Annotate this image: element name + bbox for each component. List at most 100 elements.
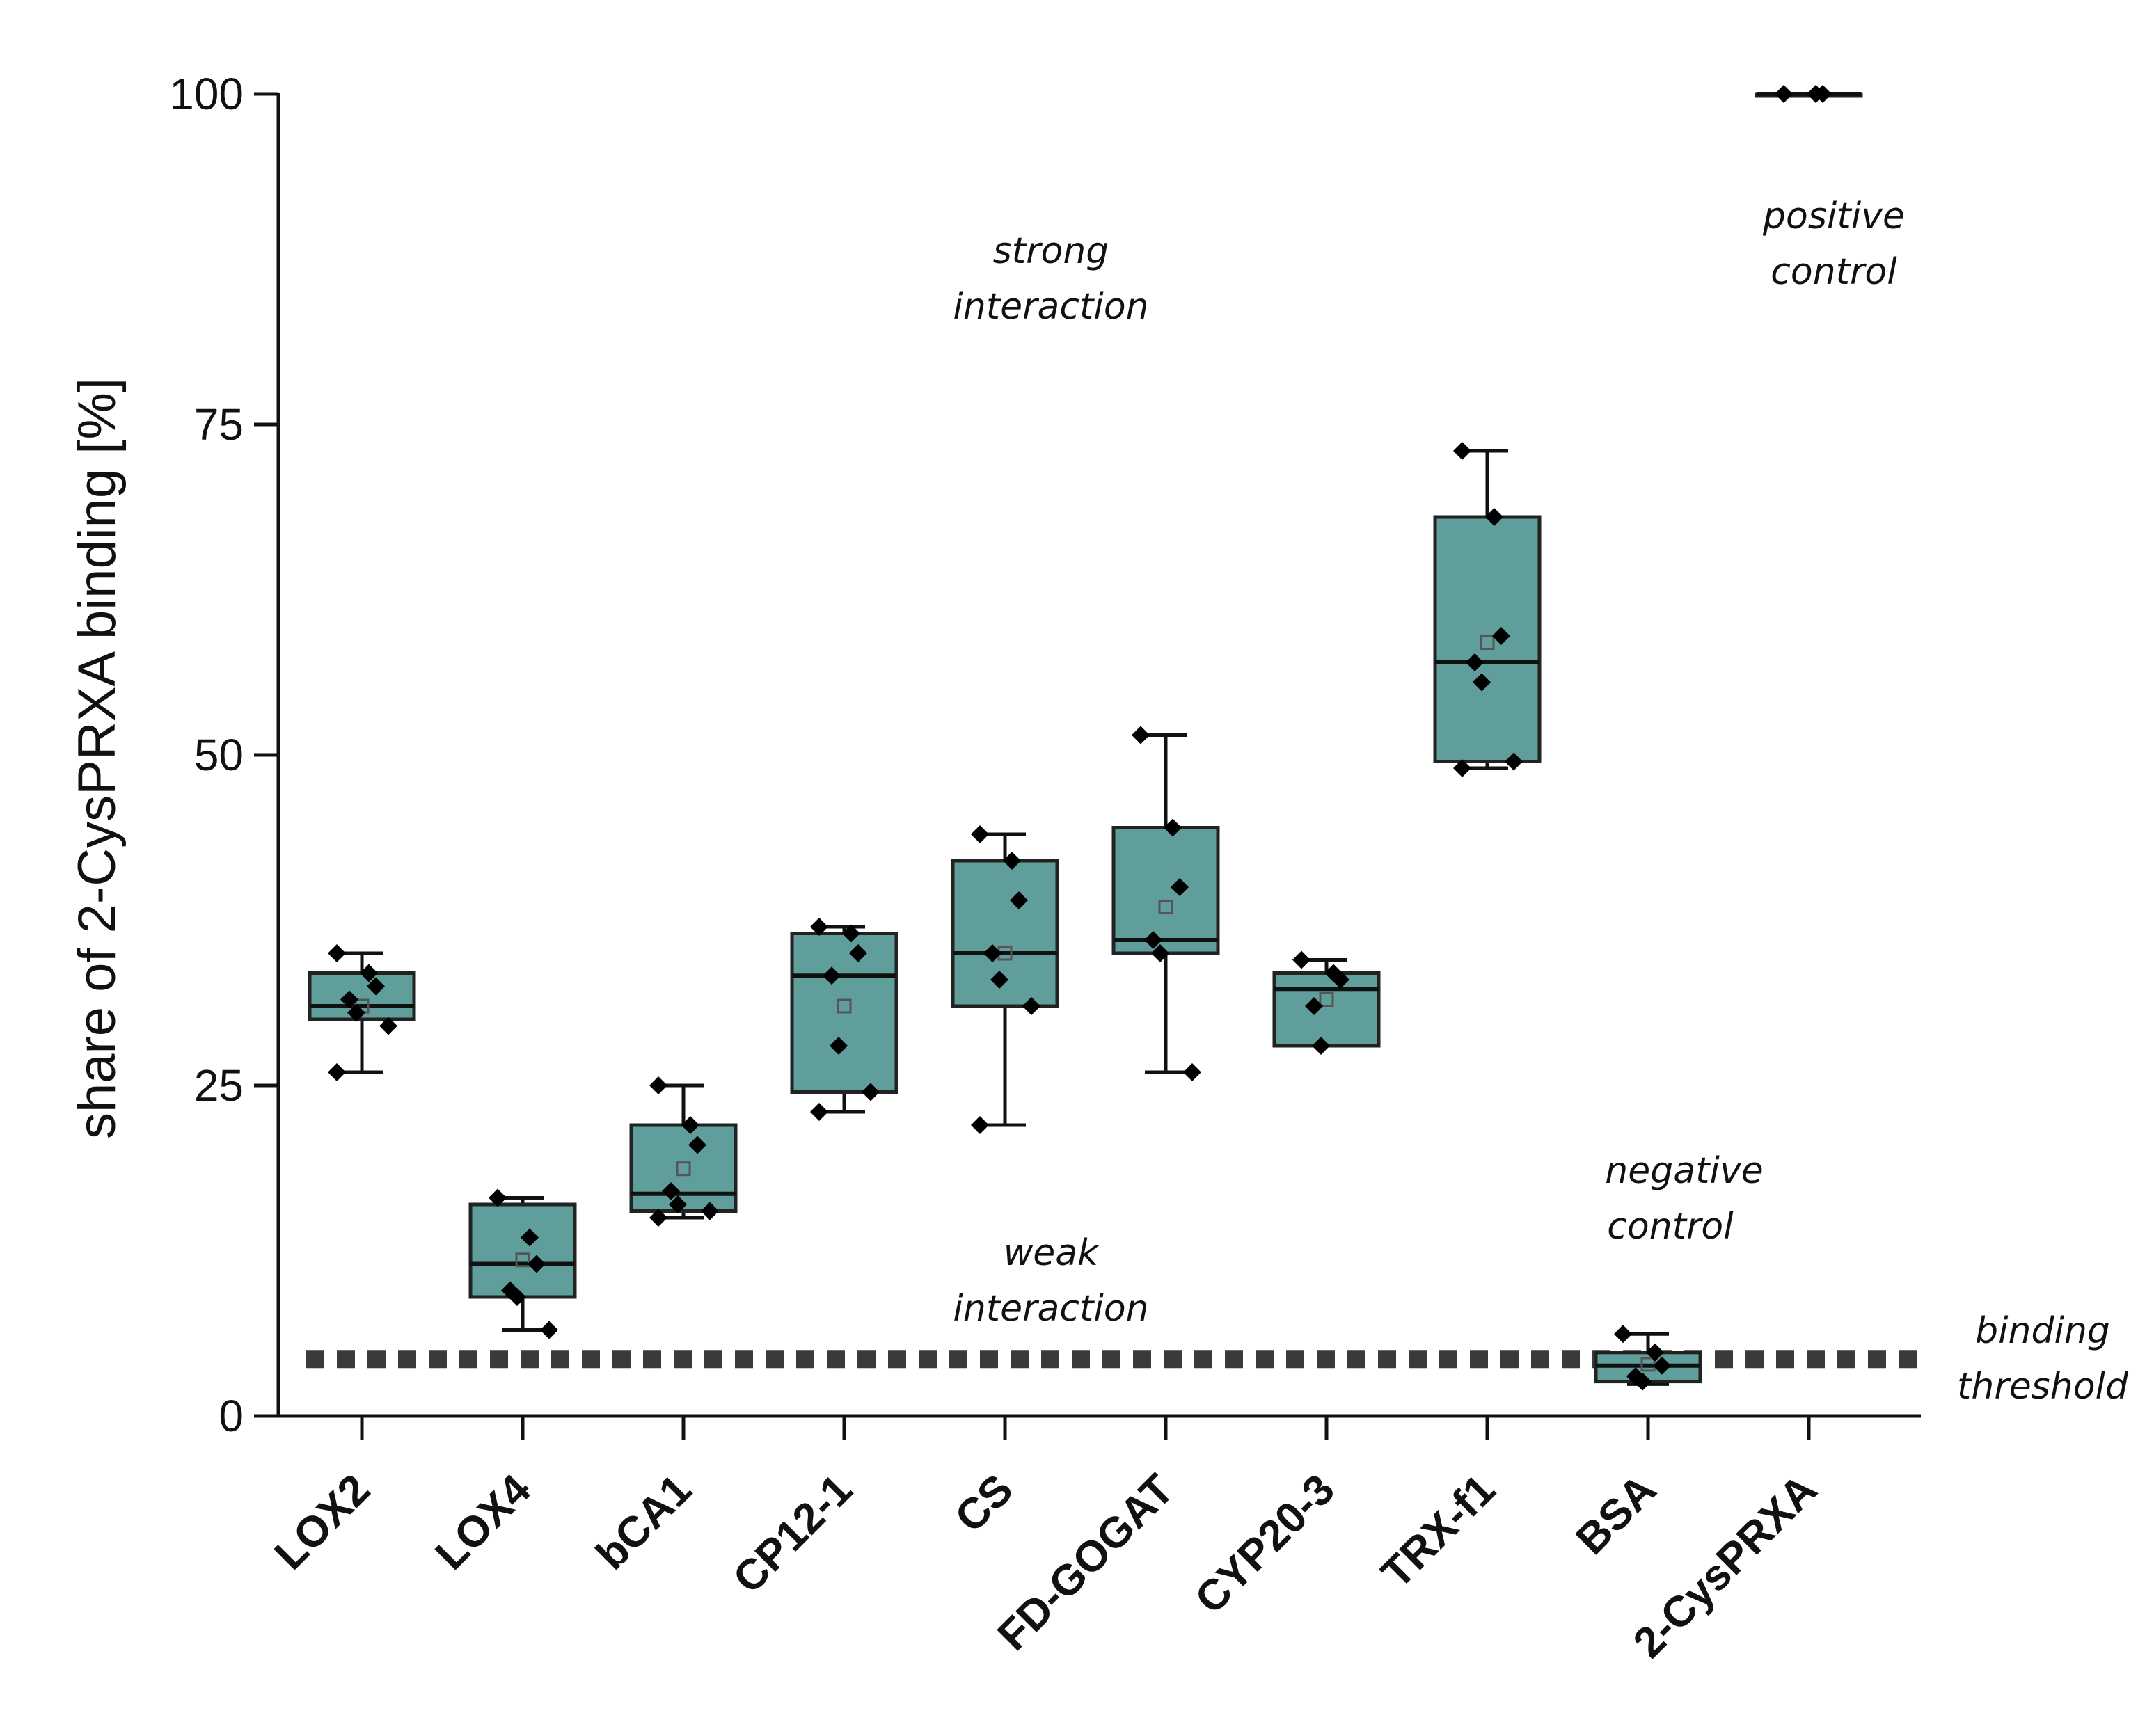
data-point [1814,85,1832,103]
data-point [328,1063,346,1081]
data-point [360,964,378,982]
data-point [1022,997,1040,1015]
data-point [1492,627,1510,645]
data-point [1010,891,1028,909]
box-CS [951,859,1059,1008]
x-tick-label-FD-GOGAT: FD-GOGAT [989,1465,1183,1659]
box-group-BSA [1594,1325,1702,1391]
data-point [1485,508,1503,526]
data-point [1292,950,1310,969]
data-point [701,1202,719,1220]
data-point [521,1228,539,1247]
data-point [662,1182,680,1200]
annotations: strong interaction weak interaction posi… [953,196,2129,1408]
y-tick-label-100: 100 [169,69,244,119]
data-point [1453,442,1471,460]
boxes-layer [308,85,1863,1391]
box-bCA1 [629,1123,738,1213]
annotation-positive-line2: control [1771,251,1897,293]
data-point [340,990,358,1009]
data-point [1132,726,1150,744]
data-point [1646,1343,1664,1362]
data-point [379,1017,397,1035]
x-tick-label-bCA1: bCA1 [587,1465,701,1579]
box-group-bCA1 [629,1076,738,1227]
annotation-strong-line1: strong [993,230,1109,272]
data-point [489,1188,507,1207]
mean-marker [837,998,852,1014]
box-FD-GOGAT [1111,826,1220,955]
data-point [1312,1037,1330,1055]
box-TRX-f1 [1433,515,1542,763]
x-tick-label-BSA: BSA [1567,1465,1665,1563]
data-point [540,1321,558,1339]
data-point [1183,1063,1201,1081]
mean-marker [1319,992,1334,1007]
x-tick-label-LOX2: LOX2 [266,1465,379,1579]
annotation-threshold-line1: binding [1975,1310,2110,1352]
data-point [669,1195,687,1213]
data-point [842,924,860,943]
data-point [990,971,1008,989]
x-tick-label-CYP20-3: CYP20-3 [1186,1465,1344,1623]
box-CYP20-3 [1272,971,1381,1048]
box-group-FD-GOGAT [1111,726,1220,1081]
data-point [1473,673,1491,692]
annotation-positive-line1: positive [1762,196,1905,237]
data-point [1614,1325,1632,1344]
data-point [971,825,989,843]
data-point [1653,1356,1671,1375]
data-point [823,966,841,985]
data-point [862,1083,880,1101]
data-point [1775,85,1793,103]
x-tick-label-CS: CS [946,1465,1022,1542]
annotation-threshold-line2: threshold [1957,1366,2129,1408]
data-point [1466,653,1484,671]
mean-marker [676,1161,691,1177]
data-point [1171,878,1189,896]
data-point [688,1136,706,1154]
mean-marker [1480,635,1495,650]
y-tick-label-25: 25 [194,1060,244,1110]
y-tick-label-0: 0 [219,1391,244,1441]
data-point [367,977,385,996]
box-group-CP12-1 [790,918,898,1121]
box-group-LOX2 [308,944,416,1081]
data-point [508,1288,526,1306]
data-point [983,944,1001,962]
data-point [810,1103,828,1121]
mean-marker [1158,900,1173,914]
annotation-weak-line1: weak [1004,1232,1100,1274]
data-point [1633,1372,1652,1391]
x-tick-label-CP12-1: CP12-1 [724,1465,861,1602]
box-LOX4 [468,1202,577,1299]
data-point [1003,852,1021,870]
x-tick-label-TRX-f1: TRX-f1 [1372,1465,1505,1598]
data-point [1164,818,1182,837]
data-point [649,1209,667,1227]
box-group-TRX-f1 [1433,442,1542,777]
box-group-CYP20-3 [1272,950,1381,1055]
y-tick-label-75: 75 [194,399,244,449]
data-point [849,944,867,962]
mean-marker [515,1252,530,1268]
data-point [1144,931,1162,949]
annotation-weak-line2: interaction [953,1288,1148,1330]
annotation-negative-line2: control [1607,1206,1734,1248]
data-point [347,1003,365,1022]
data-point [649,1076,667,1094]
box-group-CS [951,825,1059,1134]
data-point [1331,971,1349,989]
data-point [830,1037,848,1055]
data-point [528,1255,546,1273]
data-point [810,918,828,936]
data-point [328,944,346,962]
data-point [1305,997,1323,1015]
data-point [1151,944,1169,962]
data-point [1453,759,1471,777]
data-point [681,1116,699,1134]
data-point [1505,752,1523,771]
y-axis-label: share of 2-CysPRXA binding [%] [68,378,127,1139]
data-point [971,1116,989,1134]
